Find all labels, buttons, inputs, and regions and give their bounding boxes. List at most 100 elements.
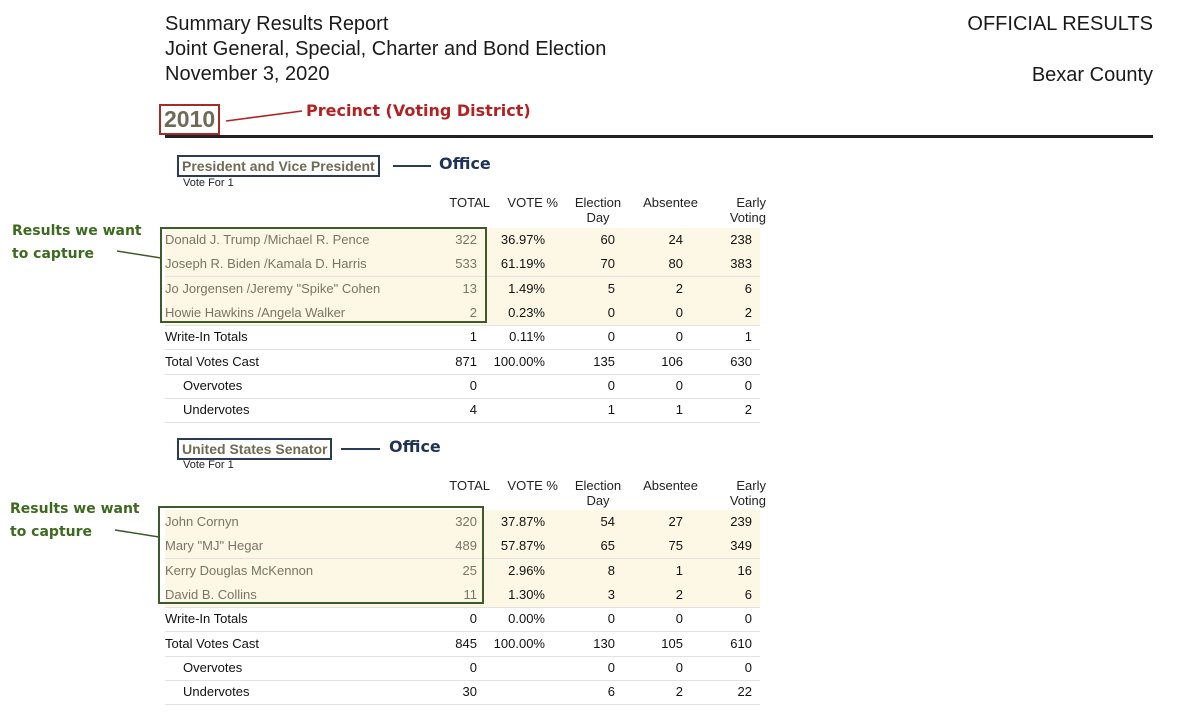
cell-pct: 0.11% [509,329,545,345]
cell-early: 610 [730,635,752,651]
cell-eday: 8 [607,562,615,578]
cell-eday: 0 [607,659,615,675]
cell-early: 239 [730,514,752,529]
cell-eday: 0 [607,304,615,320]
cell-pct: 37.87% [500,514,545,529]
precinct-annotation-line [226,110,303,122]
cell-early: 16 [737,562,752,578]
office-title-president: President and Vice President [177,155,380,177]
cell-early: 0 [744,377,752,393]
cell-early: 6 [744,586,752,602]
cell-eday: 54 [600,514,615,529]
cell-early: 0 [744,611,752,627]
cell-pct: 2.96% [508,562,545,578]
cell-early: 238 [730,232,752,247]
table-row: Total Votes Cast 845 100.00% 130 105 610 [165,632,760,657]
election-date: November 3, 2020 [165,63,330,85]
candidate-name: Howie Hawkins /Angela Walker [165,304,346,320]
office-title-senator: United States Senator [177,438,333,460]
cell-abs: 106 [661,353,683,369]
capture-annotation-label: Results we want to capture [10,501,140,540]
office-annotation-label: Office [389,437,441,456]
cell-pct: 36.97% [500,232,545,247]
cell-abs: 0 [675,304,683,320]
cell-pct: 0.23% [508,304,545,320]
cell-early: 383 [730,256,752,272]
candidate-name: Write-In Totals [165,329,248,345]
cell-eday: 60 [600,232,615,247]
cell-eday: 3 [607,586,615,602]
cell-abs: 1 [675,562,683,578]
cell-total: 845 [455,635,477,651]
cell-abs: 75 [668,538,683,554]
candidate-name: John Cornyn [165,514,239,529]
cell-eday: 0 [607,611,615,627]
candidate-name: Undervotes [183,402,250,418]
cell-total: 13 [462,280,477,296]
table-row: Overvotes 0 0 0 0 [165,374,760,399]
cell-abs: 0 [675,377,683,393]
cell-early: 22 [737,684,752,700]
cell-early: 6 [744,280,752,296]
election-name: Joint General, Special, Charter and Bond… [165,38,607,60]
cell-eday: 65 [600,538,615,554]
cell-abs: 2 [675,280,683,296]
col-total: TOTAL [449,478,490,493]
cell-total: 2 [469,304,477,320]
cell-pct: 0.00% [508,611,545,627]
cell-total: 25 [462,562,477,578]
table-row: Donald J. Trump /Michael R. Pence 322 36.9… [165,228,760,253]
candidate-name: Overvotes [183,377,243,393]
cell-early: 2 [744,304,752,320]
cell-abs: 2 [675,586,683,602]
office-annotation-line [393,165,431,167]
candidate-name: Mary "MJ" Hegar [165,538,264,554]
table-row: Jo Jorgensen /Jeremy "Spike" Cohen 13 1.49… [165,276,760,302]
cell-early: 2 [744,402,752,418]
candidate-name: Jo Jorgensen /Jeremy "Spike" Cohen [165,280,381,296]
col-absentee: Absentee [643,478,698,493]
report-title: Summary Results Report [165,13,389,35]
table-row: Write-In Totals 0 0.00% 0 0 0 [165,607,760,633]
cell-total: 871 [455,353,477,369]
candidate-name: Write-In Totals [165,611,248,627]
table-row: Overvotes 0 0 0 0 [165,656,760,681]
cell-total: 0 [469,659,477,675]
cell-abs: 80 [668,256,683,272]
candidate-name: Total Votes Cast [165,353,259,369]
cell-total: 320 [455,514,477,529]
capture-annotation-line [116,250,162,259]
cell-total: 30 [462,684,477,700]
cell-eday: 0 [607,377,615,393]
vote-for: Vote For 1 [183,177,234,189]
cell-abs: 1 [675,402,683,418]
cell-eday: 1 [607,402,615,418]
table-row: Undervotes 4 1 1 2 [165,398,760,424]
capture-highlight-box [160,227,487,323]
header-divider [165,135,1153,138]
cell-eday: 135 [593,353,615,369]
office-annotation-line [341,448,380,450]
cell-total: 4 [469,402,477,418]
cell-total: 0 [469,611,477,627]
cell-abs: 0 [675,611,683,627]
cell-total: 533 [455,256,477,272]
county-name: Bexar County [1031,64,1153,86]
cell-pct: 1.30% [508,586,545,602]
cell-early: 349 [730,538,752,554]
precinct-annotation-label: Precinct (Voting District) [306,101,531,120]
col-total: TOTAL [449,195,490,210]
cell-total: 1 [469,329,477,345]
official-results-label: OFFICIAL RESULTS [967,13,1153,35]
cell-abs: 24 [668,232,683,247]
cell-pct: 61.19% [500,256,545,272]
cell-total: 322 [455,232,477,247]
cell-eday: 5 [607,280,615,296]
table-row: Total Votes Cast 871 100.00% 135 106 630 [165,350,760,375]
cell-total: 489 [455,538,477,554]
col-election-day: Election Day [574,478,622,508]
vote-for: Vote For 1 [183,459,234,471]
cell-total: 11 [463,586,478,602]
cell-eday: 130 [593,635,615,651]
cell-eday: 0 [607,329,615,345]
